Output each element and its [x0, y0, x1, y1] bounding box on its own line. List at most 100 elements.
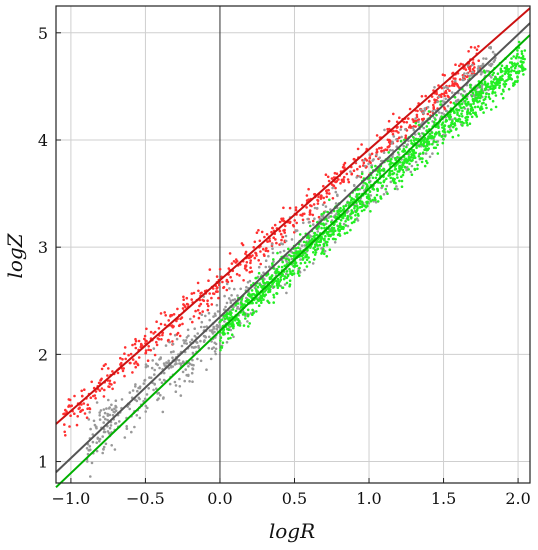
data-point	[293, 262, 296, 265]
data-point	[105, 407, 108, 410]
data-point	[316, 230, 320, 233]
data-point	[510, 78, 514, 81]
data-point	[369, 210, 372, 213]
data-point	[281, 235, 284, 239]
data-point	[230, 324, 233, 328]
data-point	[265, 247, 268, 250]
data-point	[331, 186, 334, 190]
data-point	[307, 187, 310, 191]
data-point	[333, 171, 337, 175]
data-point	[279, 250, 282, 254]
data-point	[144, 363, 148, 366]
data-point	[347, 180, 351, 184]
data-point	[95, 449, 99, 453]
data-point	[173, 333, 177, 337]
data-point	[98, 411, 101, 414]
data-point	[395, 145, 399, 148]
data-point	[121, 369, 125, 373]
data-point	[147, 348, 150, 352]
data-point	[522, 61, 525, 64]
data-point	[235, 272, 239, 276]
data-point	[219, 348, 222, 352]
data-point	[325, 230, 329, 234]
data-point	[315, 206, 319, 210]
axis-ticks: −1.0 −0.5 0.0 0.5 1.0 1.5 2.0 1 2 3 4 5	[38, 24, 531, 508]
data-point	[434, 133, 438, 136]
data-point	[342, 205, 345, 208]
data-point	[512, 82, 515, 85]
data-point	[405, 143, 409, 147]
data-point	[192, 315, 196, 318]
data-point	[408, 124, 412, 127]
data-point	[520, 60, 523, 63]
data-point	[110, 383, 113, 386]
data-point	[491, 73, 494, 77]
data-point	[326, 240, 329, 244]
data-point	[248, 322, 251, 325]
data-point	[516, 79, 519, 83]
data-point	[155, 343, 159, 347]
data-point	[494, 105, 498, 109]
data-point	[128, 361, 132, 365]
data-point	[325, 243, 329, 247]
data-point	[433, 121, 436, 124]
data-point	[419, 152, 422, 155]
data-point	[102, 408, 106, 411]
data-point	[262, 253, 266, 256]
data-point	[202, 299, 206, 303]
data-point	[267, 287, 270, 290]
data-point	[85, 447, 89, 450]
data-point	[379, 196, 383, 200]
data-point	[428, 142, 431, 146]
y-tick-label: 4	[38, 131, 48, 150]
data-point	[298, 274, 301, 277]
data-point	[171, 340, 174, 343]
data-point	[349, 170, 352, 173]
x-tick-label: 1.5	[431, 489, 456, 508]
data-point	[283, 275, 287, 278]
data-point	[312, 223, 315, 226]
data-point	[185, 302, 189, 306]
data-point	[428, 155, 432, 159]
data-point	[430, 136, 433, 140]
data-point	[248, 270, 252, 274]
data-point	[213, 341, 216, 345]
data-point	[185, 296, 189, 300]
data-point	[280, 265, 284, 269]
data-point	[389, 176, 393, 180]
data-point	[86, 460, 89, 463]
data-point	[414, 121, 418, 125]
data-point	[447, 95, 450, 99]
data-point	[183, 379, 186, 383]
data-point	[485, 92, 488, 96]
data-point	[231, 308, 235, 311]
data-point	[461, 94, 465, 97]
data-point	[359, 202, 362, 205]
data-point	[250, 270, 254, 273]
data-point	[100, 387, 104, 390]
data-point	[366, 204, 369, 208]
data-point	[419, 140, 423, 144]
data-point	[491, 92, 494, 95]
data-point	[295, 264, 299, 268]
data-point	[280, 217, 283, 221]
data-point	[394, 181, 397, 185]
data-point	[305, 265, 309, 268]
data-point	[90, 461, 94, 465]
data-point	[330, 230, 333, 233]
data-point	[265, 281, 269, 284]
data-point	[441, 126, 444, 129]
data-point	[271, 251, 275, 255]
data-point	[244, 250, 248, 254]
data-point	[472, 102, 475, 105]
data-point	[287, 247, 290, 251]
data-point	[249, 261, 252, 265]
data-point	[102, 447, 105, 451]
data-point	[400, 175, 403, 178]
data-point	[260, 230, 264, 234]
data-point	[465, 121, 469, 124]
data-point	[385, 177, 388, 181]
data-point	[412, 128, 416, 132]
data-point	[504, 82, 508, 86]
data-point	[344, 204, 348, 208]
